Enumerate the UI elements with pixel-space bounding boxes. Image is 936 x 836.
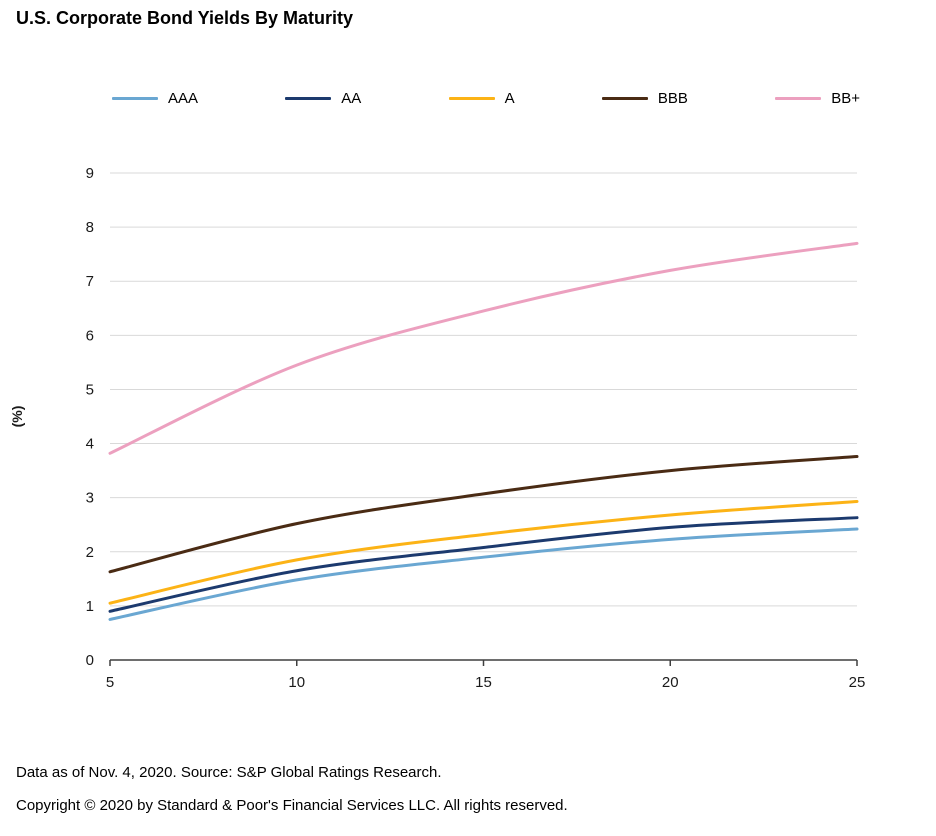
x-tick-label-20: 20 [662, 674, 679, 691]
series-line-aa [108, 516, 859, 613]
legend-label: BB+ [831, 90, 860, 107]
legend: AAA AA A BBB BB+ [112, 90, 860, 107]
series-line-aaa [108, 527, 859, 621]
legend-item-aa: AA [285, 90, 361, 107]
line-chart-plot-area: 0 1 2 3 4 5 6 7 8 9 5 10 15 20 25 (%) [0, 130, 936, 710]
y-tick-label-5: 5 [86, 381, 94, 398]
legend-label: A [504, 90, 515, 107]
y-tick-label-3: 3 [86, 490, 94, 507]
y-tick-label-1: 1 [86, 598, 94, 615]
x-tick-label-25: 25 [849, 674, 866, 691]
footer: Data as of Nov. 4, 2020. Source: S&P Glo… [16, 756, 568, 822]
x-tick-label-5: 5 [106, 674, 114, 691]
legend-label: AA [341, 90, 362, 107]
legend-line-swatch [285, 97, 332, 100]
chart-svg: 0 1 2 3 4 5 6 7 8 9 5 10 15 20 25 (%) [9, 165, 866, 691]
y-tick-label-7: 7 [86, 273, 94, 290]
chart-title: U.S. Corporate Bond Yields By Maturity [16, 8, 354, 28]
legend-line-swatch [448, 97, 495, 100]
y-tick-label-6: 6 [86, 327, 94, 344]
legend-item-aaa: AAA [112, 90, 198, 107]
series-line-a [108, 499, 859, 605]
footer-copyright-note: Copyright © 2020 by Standard & Poor's Fi… [16, 797, 568, 814]
legend-line-swatch [112, 97, 158, 100]
legend-line-swatch [775, 97, 822, 100]
y-tick-label-9: 9 [86, 165, 94, 182]
x-tick-label-10: 10 [288, 674, 305, 691]
series-line-bbb [108, 455, 859, 574]
series-line-bb [108, 241, 859, 455]
legend-label: AAA [168, 90, 199, 107]
y-tick-label-8: 8 [86, 219, 94, 236]
legend-line-swatch [601, 97, 648, 100]
legend-item-bbb: BBB [601, 90, 688, 107]
y-tick-label-2: 2 [86, 544, 94, 561]
footer-source-note: Data as of Nov. 4, 2020. Source: S&P Glo… [16, 764, 442, 781]
x-tick-label-15: 15 [475, 674, 492, 691]
legend-item-bb: BB+ [775, 90, 860, 107]
y-tick-label-4: 4 [86, 436, 94, 453]
legend-item-a: A [448, 90, 515, 107]
y-axis-title: (%) [9, 406, 25, 428]
y-tick-label-0: 0 [86, 652, 94, 669]
legend-label: BBB [657, 90, 688, 107]
